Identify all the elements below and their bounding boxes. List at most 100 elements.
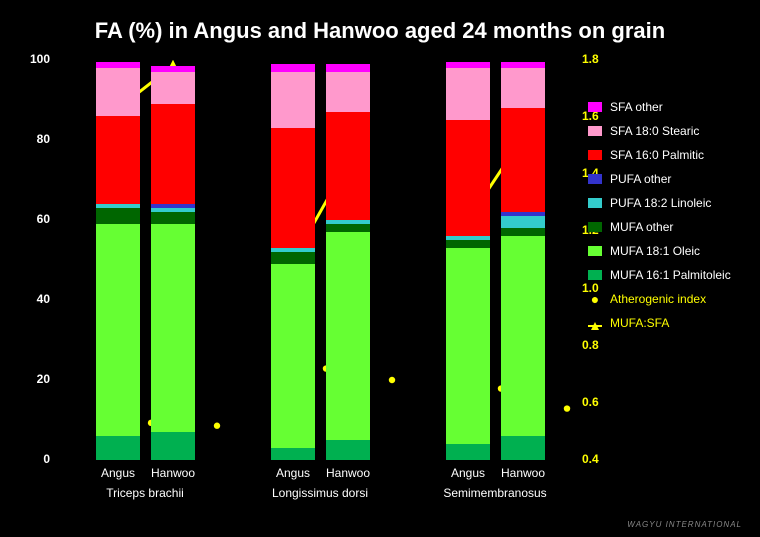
atherogenic-point <box>564 405 570 411</box>
stacked-bar <box>501 60 545 460</box>
legend-item: SFA 16:0 Palmitic <box>588 148 738 162</box>
watermark: WAGYU INTERNATIONAL <box>627 520 742 529</box>
stacked-bar <box>271 60 315 460</box>
x-group-label: Triceps brachii <box>75 486 215 500</box>
chart-title: FA (%) in Angus and Hanwoo aged 24 month… <box>95 18 665 44</box>
y-left-tick: 0 <box>10 452 50 466</box>
atherogenic-point <box>214 423 220 429</box>
legend-swatch <box>588 126 602 136</box>
bar-segment-mufa_other <box>96 208 140 224</box>
legend-item-mufa-sfa: MUFA:SFA <box>588 316 738 330</box>
bar-segment-mufa181 <box>151 224 195 432</box>
bar-segment-sfa_other <box>96 62 140 68</box>
bar-segment-pufa_other <box>501 212 545 216</box>
legend-swatch <box>588 222 602 232</box>
chart-root: FA (%) in Angus and Hanwoo aged 24 month… <box>0 0 760 537</box>
x-group-label: Semimembranosus <box>425 486 565 500</box>
stacked-bar <box>446 60 490 460</box>
bar-segment-sfa160 <box>96 116 140 204</box>
x-category-label: Angus <box>263 466 323 480</box>
legend-label: Atherogenic index <box>610 292 706 306</box>
legend-item: SFA other <box>588 100 738 114</box>
bar-segment-mufa_other <box>446 240 490 248</box>
bar-segment-pufa182 <box>271 248 315 252</box>
legend-item-atherogenic: ● Atherogenic index <box>588 292 738 306</box>
bar-segment-pufa182 <box>326 220 370 224</box>
legend-label: MUFA 18:1 Oleic <box>610 244 700 258</box>
dot-icon: ● <box>588 294 602 304</box>
legend-item: MUFA 16:1 Palmitoleic <box>588 268 738 282</box>
legend-item: PUFA 18:2 Linoleic <box>588 196 738 210</box>
bar-segment-mufa181 <box>501 236 545 436</box>
x-category-label: Angus <box>438 466 498 480</box>
atherogenic-point <box>389 377 395 383</box>
legend-label: SFA 18:0 Stearic <box>610 124 699 138</box>
bar-segment-sfa160 <box>326 112 370 220</box>
bar-segment-sfa_other <box>271 64 315 72</box>
legend-swatch <box>588 150 602 160</box>
bar-segment-mufa161 <box>501 436 545 460</box>
bar-segment-mufa161 <box>446 444 490 460</box>
bar-segment-pufa182 <box>96 204 140 208</box>
legend-swatch <box>588 270 602 280</box>
y-left-tick: 100 <box>10 52 50 66</box>
bar-segment-sfa_other <box>151 66 195 72</box>
legend-label: MUFA 16:1 Palmitoleic <box>610 268 731 282</box>
y-left-tick: 60 <box>10 212 50 226</box>
y-right-tick: 1.8 <box>582 52 622 66</box>
bar-segment-mufa_other <box>326 224 370 232</box>
bar-segment-mufa161 <box>271 448 315 460</box>
bar-segment-mufa_other <box>151 212 195 224</box>
plot-area <box>56 60 576 460</box>
y-left-tick: 40 <box>10 292 50 306</box>
bar-segment-pufa182 <box>151 208 195 212</box>
legend-swatch <box>588 198 602 208</box>
legend-label: MUFA:SFA <box>610 316 669 330</box>
bar-segment-mufa181 <box>96 224 140 436</box>
legend-item: MUFA other <box>588 220 738 234</box>
bar-segment-mufa161 <box>326 440 370 460</box>
bar-segment-sfa180 <box>501 68 545 108</box>
bar-segment-mufa181 <box>446 248 490 444</box>
bar-segment-sfa160 <box>446 120 490 236</box>
triangle-line-icon <box>588 318 602 328</box>
y-right-tick: 0.6 <box>582 395 622 409</box>
bar-segment-sfa_other <box>446 62 490 68</box>
bar-segment-mufa161 <box>96 436 140 460</box>
bar-segment-sfa180 <box>96 68 140 116</box>
legend: SFA other SFA 18:0 Stearic SFA 16:0 Palmit… <box>588 100 738 340</box>
bar-segment-sfa180 <box>151 72 195 104</box>
bar-segment-mufa181 <box>271 264 315 448</box>
y-right-tick: 0.4 <box>582 452 622 466</box>
bar-segment-sfa160 <box>501 108 545 212</box>
bar-segment-pufa182 <box>446 236 490 240</box>
legend-item: MUFA 18:1 Oleic <box>588 244 738 258</box>
legend-item: PUFA other <box>588 172 738 186</box>
bar-segment-sfa160 <box>271 128 315 248</box>
bar-segment-sfa180 <box>271 72 315 128</box>
y-left-tick: 80 <box>10 132 50 146</box>
legend-swatch <box>588 174 602 184</box>
legend-swatch <box>588 246 602 256</box>
x-category-label: Hanwoo <box>143 466 203 480</box>
bar-segment-mufa161 <box>151 432 195 460</box>
legend-label: MUFA other <box>610 220 673 234</box>
x-group-label: Longissimus dorsi <box>250 486 390 500</box>
bar-segment-sfa180 <box>326 72 370 112</box>
legend-label: SFA 16:0 Palmitic <box>610 148 704 162</box>
bar-segment-sfa160 <box>151 104 195 204</box>
x-category-label: Hanwoo <box>318 466 378 480</box>
bar-segment-mufa_other <box>271 252 315 264</box>
bar-segment-sfa_other <box>326 64 370 72</box>
bar-segment-sfa180 <box>446 68 490 120</box>
bar-segment-mufa_other <box>501 228 545 236</box>
legend-label: PUFA 18:2 Linoleic <box>610 196 711 210</box>
legend-label: PUFA other <box>610 172 671 186</box>
stacked-bar <box>96 60 140 460</box>
bar-segment-pufa_other <box>151 204 195 208</box>
stacked-bar <box>151 60 195 460</box>
legend-item: SFA 18:0 Stearic <box>588 124 738 138</box>
bar-segment-pufa182 <box>501 216 545 228</box>
x-category-label: Angus <box>88 466 148 480</box>
y-left-tick: 20 <box>10 372 50 386</box>
